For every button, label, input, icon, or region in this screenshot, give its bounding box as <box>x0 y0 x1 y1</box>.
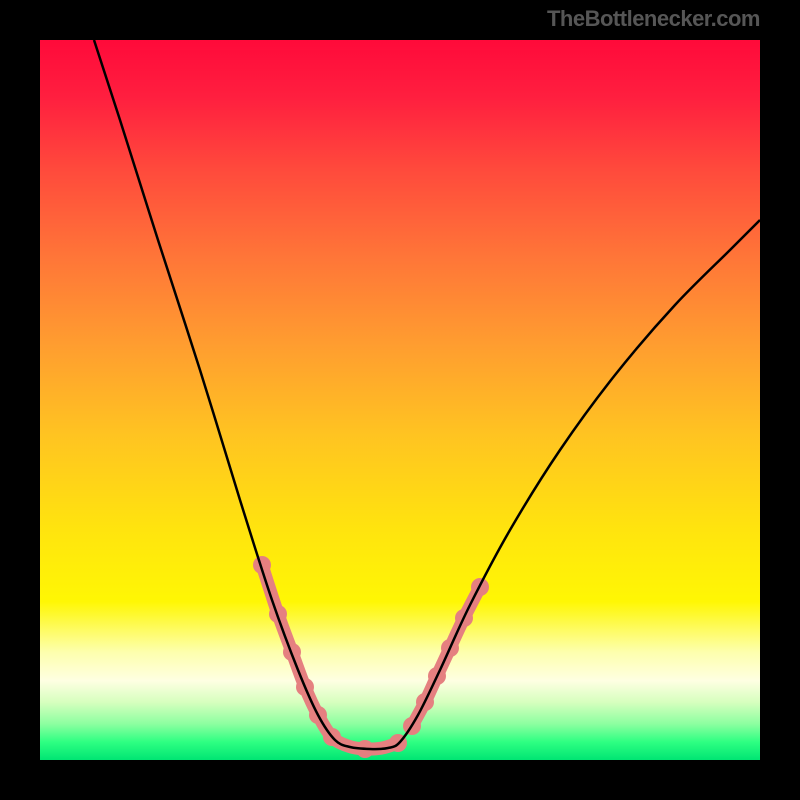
chart-frame: TheBottlenecker.com <box>0 0 800 800</box>
gradient-background <box>40 40 760 760</box>
bottleneck-chart-svg <box>40 40 760 760</box>
watermark-text: TheBottlenecker.com <box>547 6 760 32</box>
plot-area <box>40 40 760 760</box>
